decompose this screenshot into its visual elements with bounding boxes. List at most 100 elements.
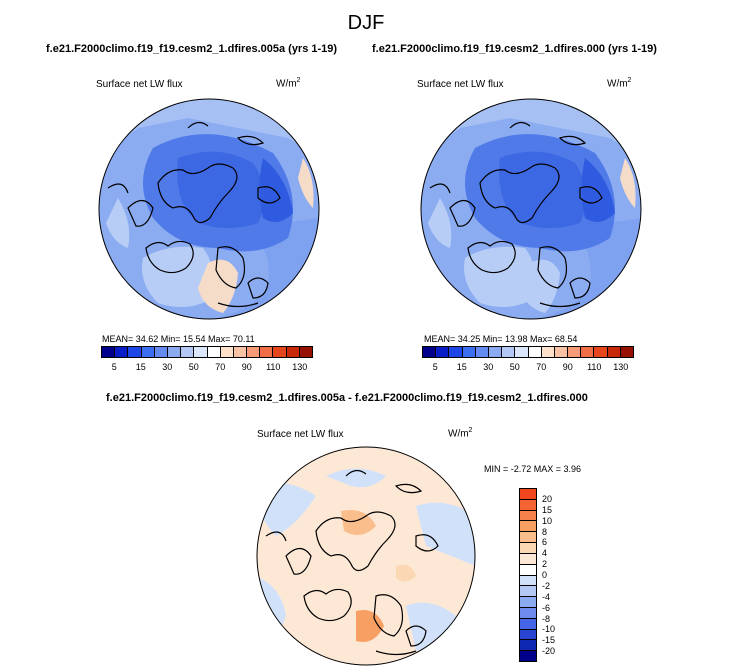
colorbar-box xyxy=(520,640,536,652)
panel2-case-title: f.e21.F2000climo.f19_f19.cesm2_1.dfires.… xyxy=(372,43,657,55)
colorbar-box xyxy=(115,347,129,357)
colorbar-box xyxy=(520,586,536,598)
colorbar-box xyxy=(128,347,142,357)
diff-colorbar xyxy=(519,488,537,662)
colorbar-box xyxy=(475,347,489,357)
colorbar-box xyxy=(620,347,633,357)
colorbar-tick-label: -2 xyxy=(542,580,551,591)
colorbar-box xyxy=(520,510,536,522)
panel1-polar-map xyxy=(98,98,320,320)
colorbar-tick-label: 15 xyxy=(542,504,553,515)
colorbar-tick-label: 6 xyxy=(542,537,548,548)
colorbar-box xyxy=(299,347,312,357)
colorbar-box xyxy=(520,597,536,608)
panel2-colorbar-ticks: 5 15 30 50 70 90 110 130 xyxy=(422,362,634,374)
colorbar-box xyxy=(502,347,516,357)
colorbar-box xyxy=(515,347,529,357)
colorbar-box xyxy=(554,347,569,357)
colorbar-tick-label: 20 xyxy=(542,493,553,504)
colorbar-tick-label: 15 xyxy=(456,362,467,372)
colorbar-box xyxy=(102,347,116,357)
colorbar-box xyxy=(520,618,536,630)
colorbar-tick-label: 4 xyxy=(542,548,548,559)
colorbar-box xyxy=(520,607,536,619)
colorbar-tick-label: 5 xyxy=(432,362,438,372)
colorbar-box xyxy=(520,521,536,533)
colorbar-box xyxy=(581,347,595,357)
colorbar-box xyxy=(520,489,536,500)
colorbar-box xyxy=(568,347,582,357)
colorbar-box xyxy=(423,347,437,357)
colorbar-box xyxy=(194,347,208,357)
colorbar-tick-label: 50 xyxy=(188,362,199,372)
panel2-units: W/m2 xyxy=(607,77,632,90)
colorbar-box xyxy=(541,347,555,357)
colorbar-box xyxy=(488,347,503,357)
panel2-stats: MEAN= 34.25 Min= 13.98 Max= 68.54 xyxy=(424,334,578,344)
colorbar-tick-label: 5 xyxy=(111,362,117,372)
colorbar-box xyxy=(247,347,261,357)
diff-units: W/m2 xyxy=(448,427,473,440)
diff-stats: MIN = -2.72 MAX = 3.96 xyxy=(484,464,582,474)
diff-case-title: f.e21.F2000climo.f19_f19.cesm2_1.dfires.… xyxy=(106,392,588,404)
colorbar-tick-label: 30 xyxy=(162,362,173,372)
colorbar-tick-label: -4 xyxy=(542,591,551,602)
panel1-units: W/m2 xyxy=(276,77,301,90)
colorbar-tick-label: 90 xyxy=(562,362,573,372)
colorbar-box xyxy=(154,347,168,357)
colorbar-box xyxy=(520,564,536,576)
colorbar-box xyxy=(520,499,536,511)
colorbar-tick-label: -20 xyxy=(542,646,556,657)
diff-variable-label: Surface net LW flux xyxy=(257,429,344,440)
colorbar-box xyxy=(607,347,621,357)
colorbar-box xyxy=(181,347,195,357)
colorbar-tick-label: 15 xyxy=(135,362,146,372)
colorbar-tick-label: -10 xyxy=(542,624,556,635)
panel1-stats: MEAN= 34.62 Min= 15.54 Max= 70.11 xyxy=(102,334,255,344)
colorbar-tick-label: -6 xyxy=(542,602,551,613)
colorbar-box xyxy=(520,543,536,554)
colorbar-box xyxy=(273,347,287,357)
figure-title: DJF xyxy=(347,12,385,34)
colorbar-box xyxy=(207,347,221,357)
colorbar-box xyxy=(462,347,476,357)
colorbar-box xyxy=(528,347,542,357)
colorbar-box xyxy=(449,347,463,357)
colorbar-tick-label: 70 xyxy=(215,362,226,372)
colorbar-tick-label: 10 xyxy=(542,515,553,526)
colorbar-box xyxy=(233,347,248,357)
colorbar-box xyxy=(167,347,182,357)
colorbar-tick-label: -15 xyxy=(542,635,556,646)
colorbar-tick-label: 130 xyxy=(292,362,308,372)
colorbar-box xyxy=(520,553,536,565)
colorbar-tick-label: 70 xyxy=(536,362,547,372)
colorbar-box xyxy=(260,347,274,357)
colorbar-box xyxy=(436,347,450,357)
colorbar-box xyxy=(520,629,536,641)
colorbar-box xyxy=(141,347,155,357)
colorbar-box xyxy=(594,347,608,357)
panel2-variable-label: Surface net LW flux xyxy=(417,79,504,90)
colorbar-tick-label: 0 xyxy=(542,570,548,580)
colorbar-tick-label: 90 xyxy=(241,362,252,372)
panel2-polar-map xyxy=(420,98,642,320)
diff-polar-map xyxy=(256,446,476,666)
colorbar-tick-label: 2 xyxy=(542,559,548,570)
panel1-case-title: f.e21.F2000climo.f19_f19.cesm2_1.dfires.… xyxy=(46,43,338,55)
colorbar-tick-label: 110 xyxy=(266,362,281,372)
diff-colorbar-ticks: 20 15 10 8 6 4 2 0 -2 -4 -6 -8 -10 -15 -20 xyxy=(542,488,572,662)
colorbar-tick-label: 8 xyxy=(542,526,548,537)
panel2-colorbar xyxy=(422,346,634,358)
panel1-variable-label: Surface net LW flux xyxy=(96,79,183,90)
colorbar-tick-label: 30 xyxy=(483,362,494,372)
colorbar-box xyxy=(286,347,300,357)
colorbar-box xyxy=(220,347,234,357)
panel1-colorbar-ticks: 5 15 30 50 70 90 110 130 xyxy=(101,362,313,374)
colorbar-tick-label: 110 xyxy=(587,362,602,372)
colorbar-box xyxy=(520,575,536,587)
colorbar-box xyxy=(520,532,536,544)
colorbar-tick-label: 50 xyxy=(509,362,520,372)
colorbar-box xyxy=(520,651,536,661)
panel1-colorbar xyxy=(101,346,313,358)
colorbar-tick-label: -8 xyxy=(542,613,551,624)
